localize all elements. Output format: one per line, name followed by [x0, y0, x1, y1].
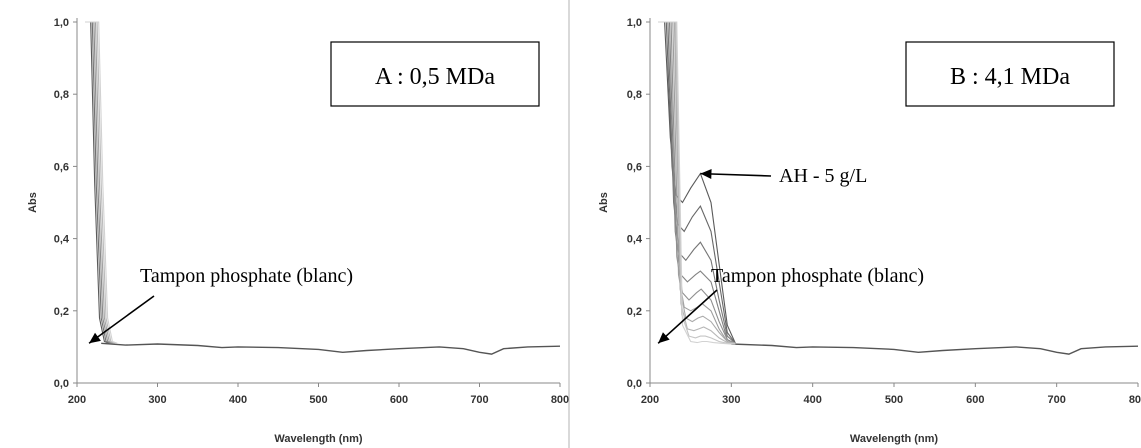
annotation-label: Tampon phosphate (blanc) [140, 265, 353, 287]
y-tick-label: 0,4 [627, 234, 643, 246]
x-tick-label: 200 [68, 394, 86, 406]
y-tick-label: 1,0 [627, 17, 642, 29]
x-axis-title: Wavelength (nm) [850, 433, 939, 445]
panel-label: B : 4,1 MDa [950, 64, 1070, 90]
series-line-8 [658, 21, 736, 344]
x-tick-label: 300 [148, 394, 166, 406]
x-tick-label: 700 [470, 394, 488, 406]
annotation-arrow-line [700, 172, 772, 177]
series-line-6 [85, 21, 118, 344]
chart-panel-a: 0,0 0,2 0,4 0,6 0,8 1,0 200 300 400 500 600 700 800 W… [0, 0, 569, 448]
annotation-arrow-line [88, 295, 155, 344]
y-tick-label: 0,6 [54, 161, 69, 173]
y-tick-label: 0,2 [54, 306, 69, 318]
series-line-baseline [731, 343, 1139, 355]
panel-divider [568, 0, 570, 448]
x-tick-label: 400 [803, 394, 821, 406]
annotation-label: Tampon phosphate (blanc) [711, 265, 924, 287]
series-line-9 [658, 21, 736, 345]
x-tick-label: 700 [1047, 394, 1065, 406]
y-axis-title: Abs [598, 192, 610, 213]
annotation-arrow-line [657, 289, 718, 344]
series-line-10 [658, 21, 736, 345]
chart-a-svg: 0,0 0,2 0,4 0,6 0,8 1,0 200 300 400 500 600 700 800 W… [27, 17, 569, 445]
y-tick-label: 0,8 [627, 89, 642, 101]
panel-label-box [905, 41, 1115, 107]
panel-label: A : 0,5 MDa [375, 64, 495, 90]
x-tick-label: 600 [966, 394, 984, 406]
y-tick-label: 0,6 [627, 161, 642, 173]
series-line-5 [658, 21, 736, 344]
annotation-arrow-head [89, 332, 101, 344]
chart-panel-b: 0,0 0,2 0,4 0,6 0,8 1,0 200 300 400 500 600 700 800 W… [571, 0, 1141, 448]
series-line-baseline [101, 342, 561, 355]
y-tick-label: 0,2 [627, 306, 642, 318]
x-axis-title: Wavelength (nm) [274, 433, 363, 445]
x-tick-label: 800 [1129, 394, 1141, 406]
x-tick-label: 600 [390, 394, 408, 406]
x-tick-label: 500 [309, 394, 327, 406]
chart-b-svg: 0,0 0,2 0,4 0,6 0,8 1,0 200 300 400 500 600 700 800 W… [598, 17, 1141, 445]
y-tick-label: 0,8 [54, 89, 69, 101]
panel-label-box [330, 41, 540, 107]
annotation-label: AH - 5 g/L [779, 165, 867, 187]
series-line-7 [658, 21, 736, 344]
x-tick-label: 200 [641, 394, 659, 406]
series-line-3 [658, 21, 736, 344]
y-tick-label: 0,4 [54, 234, 70, 246]
x-tick-label: 300 [722, 394, 740, 406]
y-tick-label: 0,0 [54, 378, 69, 390]
series-line-2 [658, 21, 736, 344]
plot-area: 0,0 0,2 0,4 0,6 0,8 1,0 200 300 400 500 600 700 800 W… [598, 17, 1141, 445]
series-line-4 [658, 21, 736, 344]
annotation-arrow-head [700, 168, 712, 179]
x-tick-label: 800 [551, 394, 569, 406]
annotation-arrow-head [658, 332, 670, 344]
series-line-1 [658, 21, 736, 344]
x-tick-label: 400 [229, 394, 247, 406]
y-tick-label: 0,0 [627, 378, 642, 390]
y-tick-label: 1,0 [54, 17, 69, 29]
plot-area: 0,0 0,2 0,4 0,6 0,8 1,0 200 300 400 500 600 700 800 W… [27, 17, 569, 445]
x-tick-label: 500 [885, 394, 903, 406]
y-axis-title: Abs [27, 192, 39, 213]
